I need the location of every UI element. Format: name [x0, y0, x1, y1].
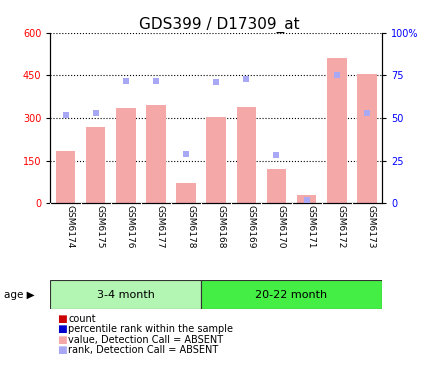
Text: GSM6174: GSM6174: [65, 205, 74, 249]
Text: GSM6173: GSM6173: [366, 205, 375, 249]
Point: [272, 153, 279, 158]
Point: [363, 110, 370, 116]
Point: [152, 78, 159, 83]
Bar: [296, 195, 316, 203]
Text: 20-22 month: 20-22 month: [255, 290, 327, 300]
Bar: [50, 280, 201, 309]
Text: GSM6171: GSM6171: [306, 205, 315, 249]
Bar: [356, 74, 376, 203]
Bar: [86, 127, 105, 203]
Text: GSM6170: GSM6170: [276, 205, 285, 249]
Text: ■: ■: [57, 335, 66, 345]
Text: rank, Detection Call = ABSENT: rank, Detection Call = ABSENT: [68, 345, 218, 355]
Point: [62, 112, 69, 117]
Bar: [236, 107, 255, 203]
Text: 3-4 month: 3-4 month: [97, 290, 155, 300]
Bar: [116, 108, 135, 203]
Point: [302, 197, 309, 203]
Text: GDS399 / D17309_at: GDS399 / D17309_at: [139, 16, 299, 33]
Point: [92, 110, 99, 116]
Bar: [176, 183, 195, 203]
Bar: [56, 151, 75, 203]
Text: GSM6178: GSM6178: [186, 205, 194, 249]
Text: GSM6172: GSM6172: [336, 205, 345, 249]
Text: age ▶: age ▶: [4, 290, 35, 300]
Text: percentile rank within the sample: percentile rank within the sample: [68, 324, 233, 335]
Bar: [326, 59, 346, 203]
Text: GSM6176: GSM6176: [126, 205, 134, 249]
Text: value, Detection Call = ABSENT: value, Detection Call = ABSENT: [68, 335, 223, 345]
Text: GSM6175: GSM6175: [95, 205, 104, 249]
Text: GSM6177: GSM6177: [155, 205, 165, 249]
Point: [182, 151, 189, 157]
Text: ■: ■: [57, 324, 66, 335]
Point: [242, 76, 249, 82]
Point: [332, 72, 339, 78]
Text: GSM6169: GSM6169: [246, 205, 255, 249]
Point: [122, 78, 129, 83]
Text: GSM6168: GSM6168: [215, 205, 225, 249]
Bar: [201, 280, 381, 309]
Bar: [146, 105, 166, 203]
Point: [212, 79, 219, 85]
Text: ■: ■: [57, 314, 66, 324]
Text: ■: ■: [57, 345, 66, 355]
Text: count: count: [68, 314, 95, 324]
Bar: [266, 169, 286, 203]
Bar: [206, 117, 226, 203]
